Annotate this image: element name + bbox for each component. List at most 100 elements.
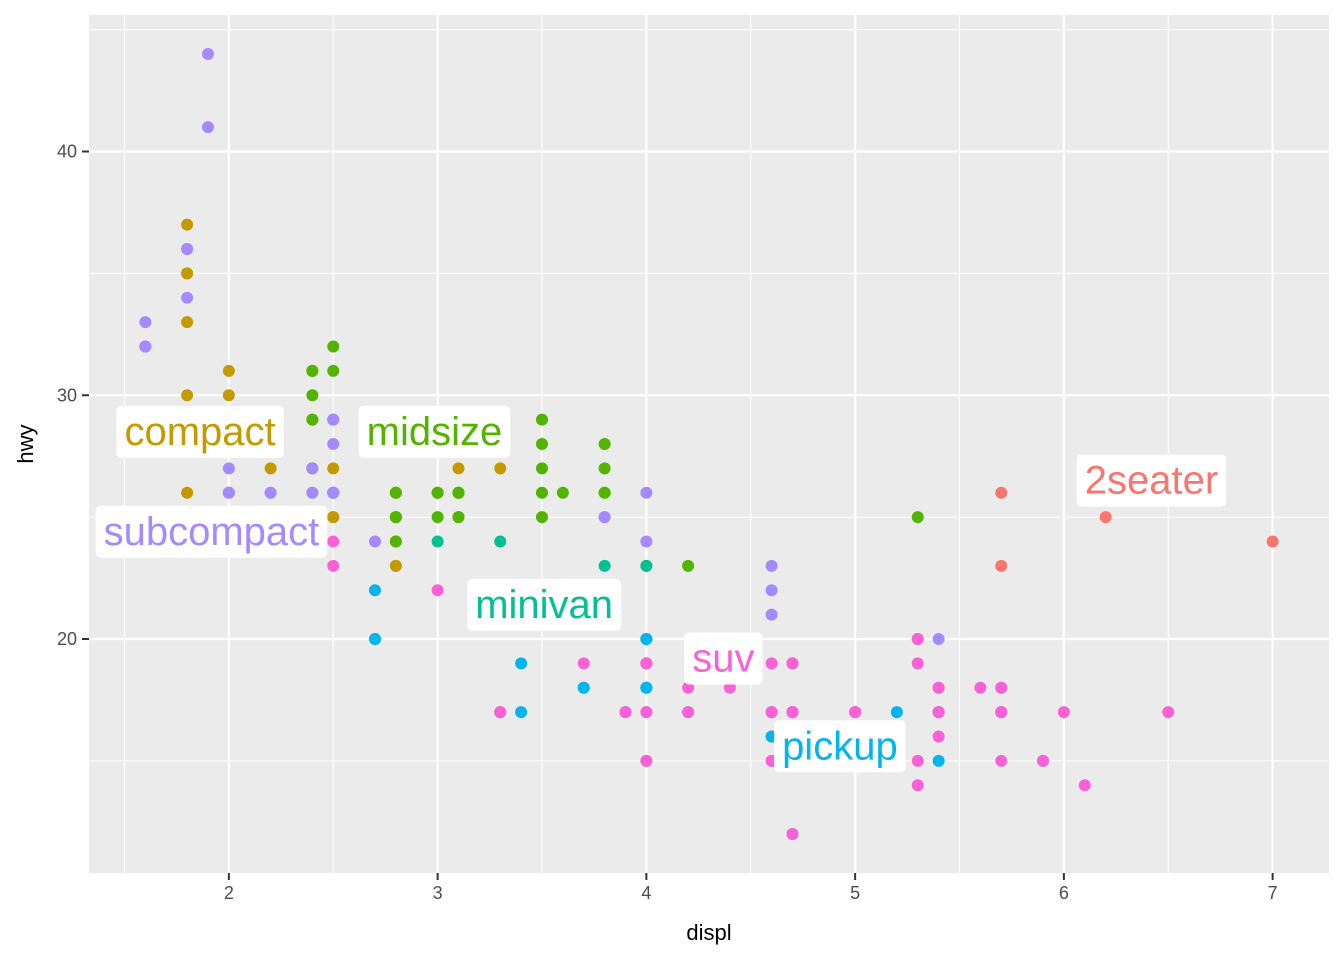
data-point-midsize (306, 413, 319, 426)
data-point-pickup (890, 706, 903, 719)
data-point-midsize (598, 486, 611, 499)
data-point-pickup (515, 706, 528, 719)
data-point-midsize (535, 462, 548, 475)
data-point-midsize (327, 364, 340, 377)
data-point-suv (911, 754, 924, 767)
data-point-compact (181, 218, 194, 231)
class-label-suv: suv (684, 632, 763, 685)
data-point-compact (452, 462, 465, 475)
y-axis: 20 30 40 (57, 142, 89, 649)
y-tick-label: 30 (57, 385, 77, 405)
class-label-box (1076, 454, 1227, 507)
data-point-subcompact (139, 340, 152, 353)
data-point-suv (932, 706, 945, 719)
data-point-pickup (932, 754, 945, 767)
data-point-pickup (368, 633, 381, 645)
data-point-pickup (640, 633, 653, 645)
data-point-compact (181, 389, 194, 402)
class-label-box (467, 578, 622, 631)
data-point-subcompact (181, 291, 194, 304)
data-point-2seater (1266, 535, 1279, 548)
x-tick-label: 5 (850, 883, 860, 903)
class-label-text: minivan (475, 583, 613, 627)
data-point-subcompact (264, 486, 277, 499)
class-label-box (358, 405, 511, 458)
class-label-text: suv (692, 637, 754, 681)
class-label-minivan: minivan (467, 578, 622, 631)
plot-panel (89, 15, 1329, 873)
x-tick-label: 2 (224, 883, 234, 903)
data-point-suv (849, 706, 862, 719)
class-label-compact: compact (116, 405, 284, 458)
data-point-subcompact (765, 584, 778, 597)
class-label-subcompact: subcompact (95, 505, 328, 558)
data-point-subcompact (327, 438, 340, 450)
data-point-suv (911, 657, 924, 670)
x-tick-label: 4 (641, 883, 651, 903)
data-point-suv (786, 657, 799, 670)
data-point-midsize (389, 535, 402, 548)
y-axis-title: hwy (13, 424, 38, 463)
data-point-midsize (431, 486, 444, 499)
data-point-suv (1162, 706, 1175, 719)
data-point-midsize (598, 462, 611, 475)
x-axis-title: displ (686, 920, 731, 945)
class-label-box (116, 405, 284, 458)
data-point-subcompact (640, 486, 653, 499)
data-point-compact (181, 486, 194, 499)
data-point-compact (389, 559, 402, 572)
data-point-pickup (368, 584, 381, 597)
class-label-midsize: midsize (358, 405, 511, 458)
data-point-subcompact (306, 486, 319, 499)
data-point-suv (619, 706, 632, 719)
data-point-minivan (598, 559, 611, 572)
data-point-suv (786, 828, 799, 840)
data-point-suv (640, 754, 653, 767)
data-point-compact (327, 462, 340, 475)
data-point-midsize (535, 511, 548, 524)
data-point-midsize (389, 511, 402, 524)
data-point-suv (1037, 754, 1050, 767)
data-point-pickup (515, 657, 528, 670)
data-point-compact (222, 364, 235, 377)
data-point-suv (327, 535, 340, 548)
data-point-suv (995, 681, 1008, 694)
data-point-subcompact (139, 316, 152, 329)
data-point-midsize (911, 511, 924, 524)
data-point-subcompact (306, 462, 319, 475)
data-point-subcompact (327, 413, 340, 426)
data-point-suv (765, 706, 778, 719)
data-point-suv (723, 681, 736, 694)
data-point-subcompact (765, 559, 778, 572)
data-point-compact (222, 389, 235, 402)
data-point-2seater (995, 486, 1008, 499)
data-point-subcompact (932, 633, 945, 645)
data-point-subcompact (201, 121, 214, 134)
data-point-midsize (306, 364, 319, 377)
data-point-pickup (577, 681, 590, 694)
data-point-subcompact (201, 48, 214, 60)
data-point-subcompact (598, 511, 611, 524)
data-point-midsize (598, 438, 611, 450)
x-axis: 2 3 4 5 6 7 (224, 873, 1278, 903)
data-point-suv (911, 779, 924, 792)
class-label-text: 2seater (1085, 459, 1218, 503)
data-point-midsize (431, 511, 444, 524)
class-label-text: pickup (782, 724, 898, 768)
data-point-suv (932, 681, 945, 694)
data-point-suv (995, 754, 1008, 767)
y-tick-label: 20 (57, 629, 77, 649)
class-labels: 2seater compact midsize minivan pickup subcom… (95, 405, 1227, 773)
data-point-suv (640, 657, 653, 670)
data-point-minivan (431, 535, 444, 548)
data-point-subcompact (327, 486, 340, 499)
data-point-suv (682, 681, 695, 694)
data-point-suv (786, 706, 799, 719)
data-point-subcompact (222, 462, 235, 475)
y-tick-label: 40 (57, 142, 77, 162)
data-point-subcompact (640, 535, 653, 548)
data-point-pickup (640, 681, 653, 694)
data-point-2seater (995, 559, 1008, 572)
data-point-subcompact (765, 608, 778, 621)
data-point-midsize (535, 438, 548, 450)
